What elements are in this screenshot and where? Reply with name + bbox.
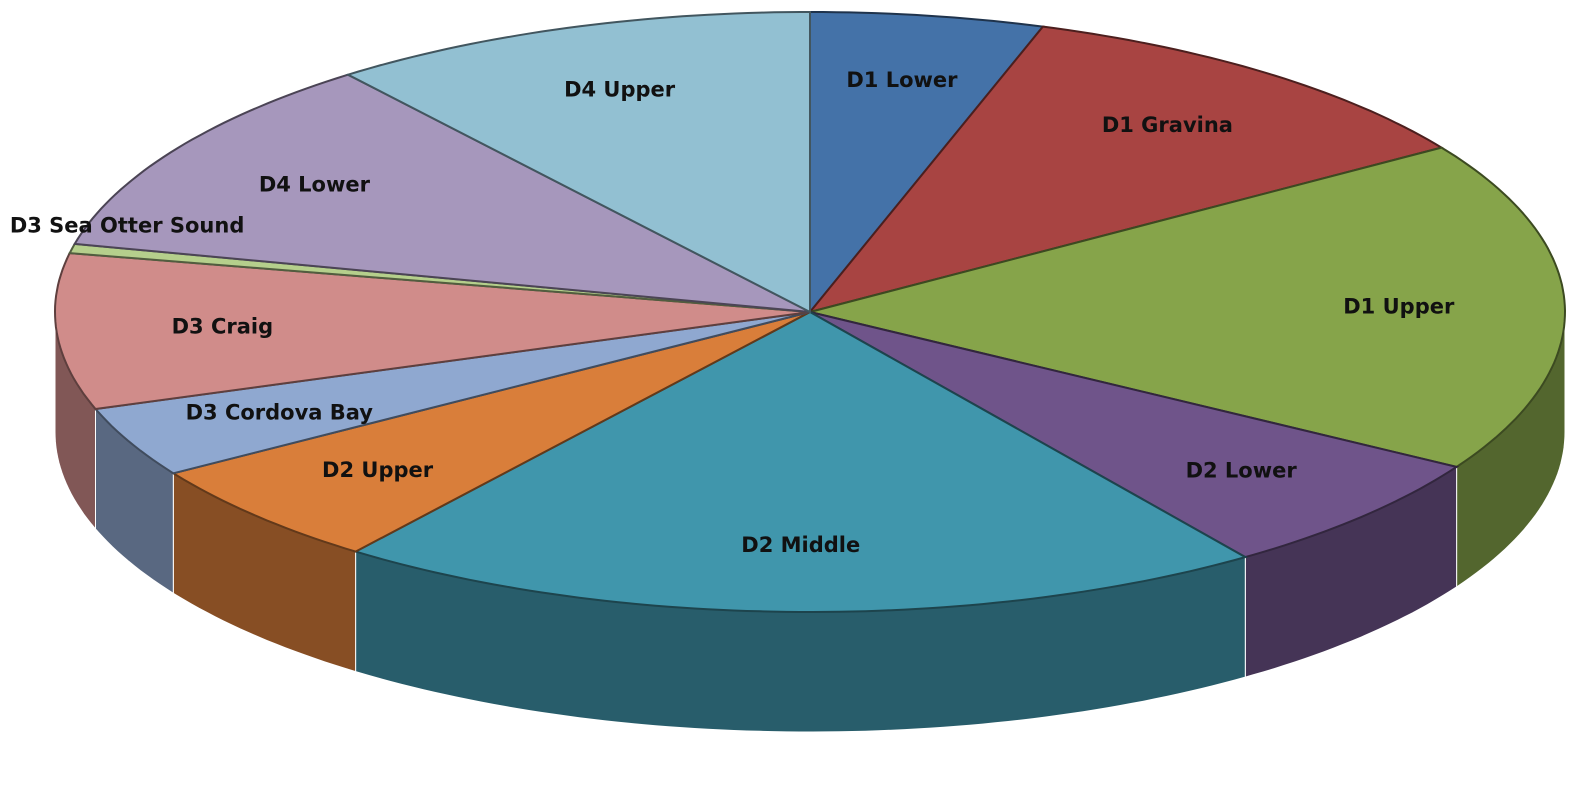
slice-label: D1 Lower (846, 68, 958, 92)
slice-label: D2 Upper (322, 458, 434, 482)
slice-label: D3 Cordova Bay (186, 400, 374, 424)
slice-label: D4 Upper (564, 78, 676, 102)
slice-label: D1 Upper (1343, 295, 1455, 319)
slice-label: D4 Lower (259, 173, 371, 197)
pie-slice (170, 311, 811, 553)
pie-slice (53, 252, 811, 411)
pie-slice (809, 311, 1460, 559)
slice-label: D2 Lower (1186, 458, 1298, 482)
pie-slice (352, 310, 1248, 613)
pie-slice (93, 311, 811, 475)
pie-slice (345, 11, 811, 314)
slice-label: D3 Sea Otter Sound (10, 214, 245, 238)
pie-slice (807, 25, 1445, 314)
slice-label: D3 Craig (172, 314, 274, 338)
slice-label: D1 Gravina (1102, 113, 1233, 137)
pie-slice (809, 146, 1567, 468)
pie-slice (809, 11, 1045, 315)
slice-label: D2 Middle (741, 533, 860, 557)
pie-slice (73, 73, 811, 313)
